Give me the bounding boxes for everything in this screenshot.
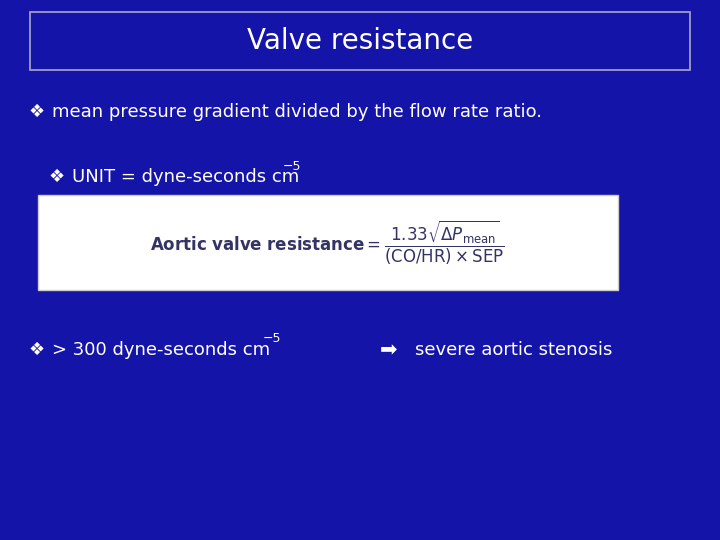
Text: > 300 dyne-seconds cm: > 300 dyne-seconds cm <box>52 341 270 359</box>
Text: −5: −5 <box>263 333 282 346</box>
Text: Valve resistance: Valve resistance <box>247 27 473 55</box>
Text: mean pressure gradient divided by the flow rate ratio.: mean pressure gradient divided by the fl… <box>52 103 542 121</box>
Text: ➡: ➡ <box>380 340 397 360</box>
Text: $\mathbf{Aortic\ valve\ resistance} = \dfrac{1.33\sqrt{\Delta P_{\rm mean}}}{(\r: $\mathbf{Aortic\ valve\ resistance} = \d… <box>150 219 504 267</box>
Text: ❖: ❖ <box>48 168 64 186</box>
Text: ❖: ❖ <box>28 103 44 121</box>
Bar <box>30 12 690 70</box>
Bar <box>38 195 618 290</box>
Text: −5: −5 <box>283 159 302 172</box>
Text: severe aortic stenosis: severe aortic stenosis <box>415 341 613 359</box>
Text: ❖: ❖ <box>28 341 44 359</box>
Text: UNIT = dyne-seconds cm: UNIT = dyne-seconds cm <box>72 168 300 186</box>
